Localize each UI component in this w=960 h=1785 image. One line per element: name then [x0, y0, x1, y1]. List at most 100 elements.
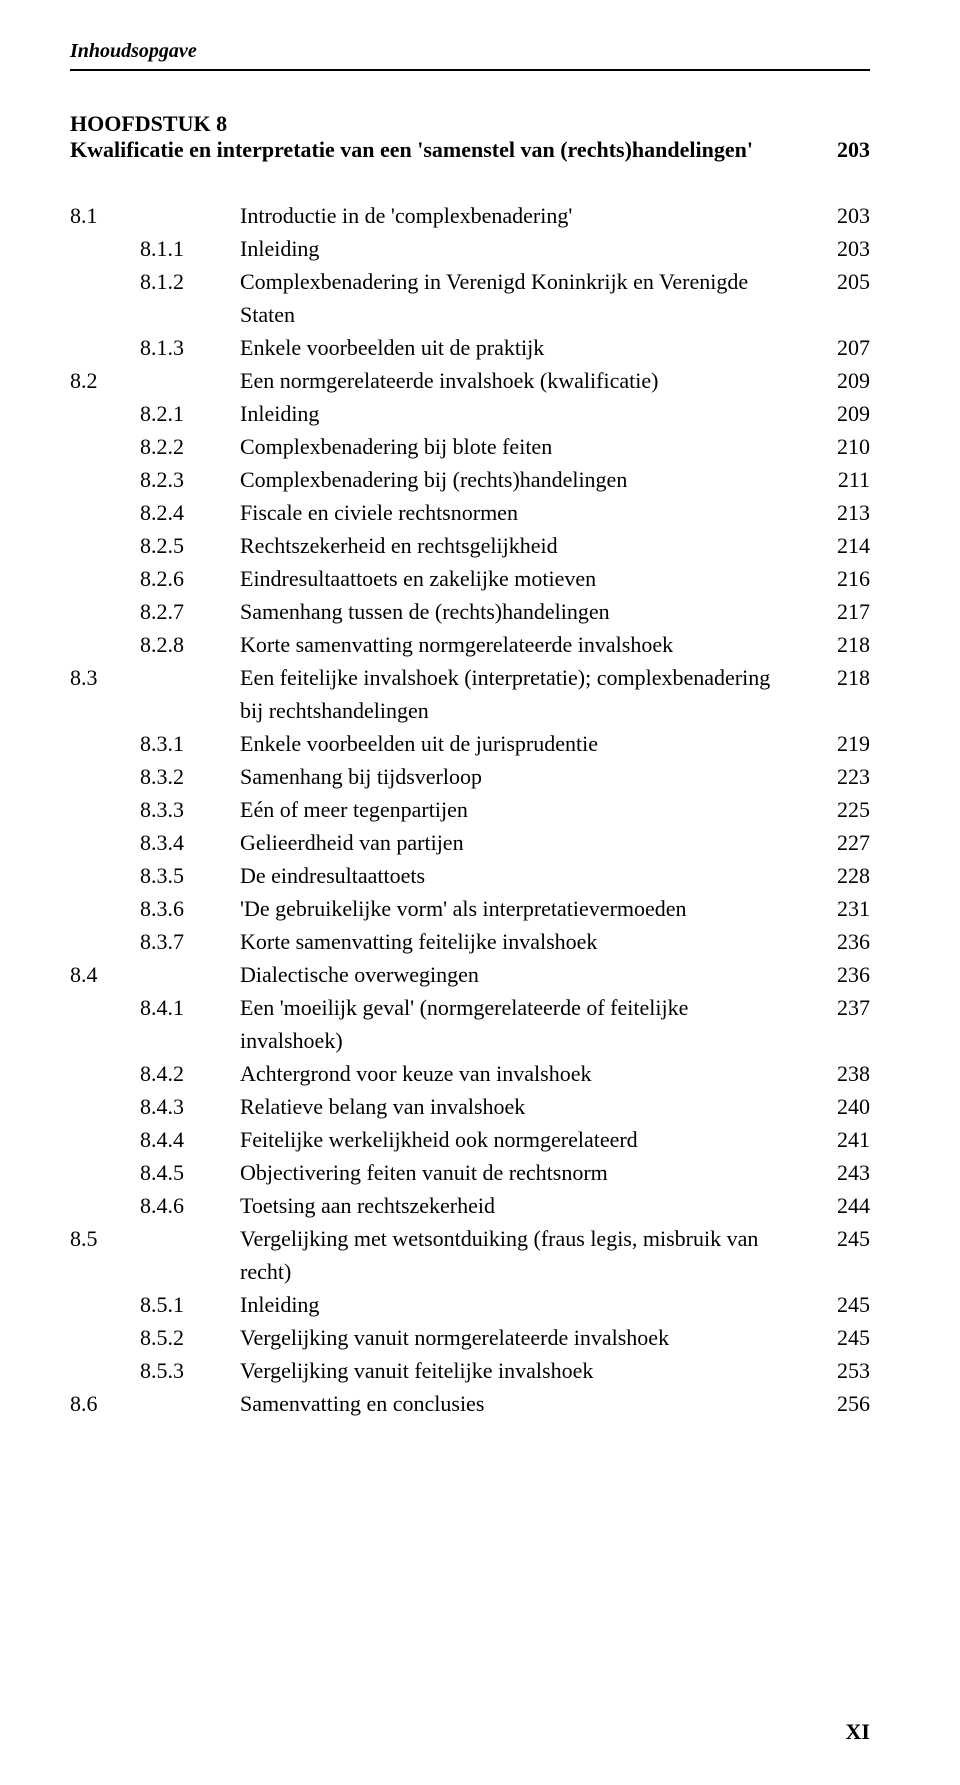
toc-text: Relatieve belang van invalshoek	[240, 1090, 810, 1123]
toc-num-level1	[70, 1288, 140, 1321]
toc-num-level2: 8.4.5	[140, 1156, 240, 1189]
toc-text: Samenhang tussen de (rechts)handelingen	[240, 595, 810, 628]
toc-num-level1	[70, 892, 140, 925]
toc-line: 8.2.3Complexbenadering bij (rechts)hande…	[70, 463, 870, 496]
toc-text: Fiscale en civiele rechtsnormen	[240, 496, 810, 529]
toc-text: Achtergrond voor keuze van invalshoek	[240, 1057, 810, 1090]
toc-line: 8.1.1Inleiding203	[70, 232, 870, 265]
toc-num-level1: 8.5	[70, 1222, 140, 1288]
toc-line: 8.2.2Complexbenadering bij blote feiten2…	[70, 430, 870, 463]
toc-num-level1	[70, 826, 140, 859]
toc-text: Complexbenadering bij blote feiten	[240, 430, 810, 463]
toc-num-level2: 8.1.2	[140, 265, 240, 331]
toc-text: Gelieerdheid van partijen	[240, 826, 810, 859]
toc-text: Eén of meer tegenpartijen	[240, 793, 810, 826]
toc-num-level1	[70, 562, 140, 595]
toc-num-level2	[140, 1222, 240, 1288]
toc-num-level2: 8.4.4	[140, 1123, 240, 1156]
toc-line: 8.4.2Achtergrond voor keuze van invalsho…	[70, 1057, 870, 1090]
toc-num-level2	[140, 199, 240, 232]
toc-line: 8.5 Vergelijking met wetsontduiking (frau…	[70, 1222, 870, 1288]
toc-page: 240	[810, 1090, 870, 1123]
toc-page: 256	[810, 1387, 870, 1420]
toc-page: 241	[810, 1123, 870, 1156]
toc-line: 8.3 Een feitelijke invalshoek (interpreta…	[70, 661, 870, 727]
toc-page: 209	[810, 364, 870, 397]
toc-page: 225	[810, 793, 870, 826]
toc-line: 8.2.4Fiscale en civiele rechtsnormen213	[70, 496, 870, 529]
toc-num-level1	[70, 595, 140, 628]
toc-line: 8.3.2Samenhang bij tijdsverloop223	[70, 760, 870, 793]
toc-line: 8.2.6Eindresultaattoets en zakelijke mot…	[70, 562, 870, 595]
toc-text: Vergelijking met wetsontduiking (fraus l…	[240, 1222, 810, 1288]
toc-page: 236	[810, 925, 870, 958]
toc-line: 8.4.5Objectivering feiten vanuit de rech…	[70, 1156, 870, 1189]
toc-text: Een normgerelateerde invalshoek (kwalifi…	[240, 364, 810, 397]
chapter-label: HOOFDSTUK 8	[70, 111, 870, 137]
toc-line: 8.2.1Inleiding209	[70, 397, 870, 430]
toc-page: 213	[810, 496, 870, 529]
toc-line: 8.5.1Inleiding245	[70, 1288, 870, 1321]
toc-line: 8.3.4Gelieerdheid van partijen227	[70, 826, 870, 859]
toc-page: 237	[810, 991, 870, 1057]
toc-page: 238	[810, 1057, 870, 1090]
toc-page: 207	[810, 331, 870, 364]
toc-line: 8.4.6Toetsing aan rechtszekerheid244	[70, 1189, 870, 1222]
toc-line: 8.3.6'De gebruikelijke vorm' als interpr…	[70, 892, 870, 925]
toc-num-level1	[70, 265, 140, 331]
toc-num-level1	[70, 1354, 140, 1387]
toc-page: 223	[810, 760, 870, 793]
toc-num-level1	[70, 1057, 140, 1090]
toc-num-level1	[70, 859, 140, 892]
toc-num-level2: 8.1.3	[140, 331, 240, 364]
toc-num-level2: 8.2.1	[140, 397, 240, 430]
toc-num-level1	[70, 991, 140, 1057]
toc-num-level2: 8.2.5	[140, 529, 240, 562]
toc-body: 8.1Introductie in de 'complexbenadering'…	[70, 199, 870, 1420]
toc-num-level2: 8.5.3	[140, 1354, 240, 1387]
toc-text: Vergelijking vanuit feitelijke invalshoe…	[240, 1354, 810, 1387]
toc-page: 210	[810, 430, 870, 463]
toc-page: 231	[810, 892, 870, 925]
footer-page-number: XI	[846, 1719, 870, 1745]
toc-page: 211	[810, 463, 870, 496]
toc-num-level1: 8.6	[70, 1387, 140, 1420]
toc-num-level1	[70, 1189, 140, 1222]
toc-text: Introductie in de 'complexbenadering'	[240, 199, 810, 232]
toc-num-level2	[140, 1387, 240, 1420]
toc-text: Objectivering feiten vanuit de rechtsnor…	[240, 1156, 810, 1189]
toc-line: 8.4.1Een 'moeilijk geval' (normgerelatee…	[70, 991, 870, 1057]
toc-num-level1	[70, 397, 140, 430]
toc-text: Enkele voorbeelden uit de jurisprudentie	[240, 727, 810, 760]
toc-line: 8.1.3Enkele voorbeelden uit de praktijk2…	[70, 331, 870, 364]
toc-line: 8.4Dialectische overwegingen236	[70, 958, 870, 991]
toc-page: 205	[810, 265, 870, 331]
toc-num-level2: 8.4.2	[140, 1057, 240, 1090]
toc-num-level2: 8.4.1	[140, 991, 240, 1057]
toc-text: Eindresultaattoets en zakelijke motieven	[240, 562, 810, 595]
chapter-title-block: HOOFDSTUK 8 Kwalificatie en interpretati…	[70, 111, 870, 163]
toc-num-level2: 8.2.4	[140, 496, 240, 529]
toc-text: Feitelijke werkelijkheid ook normgerelat…	[240, 1123, 810, 1156]
toc-line: 8.1Introductie in de 'complexbenadering'…	[70, 199, 870, 232]
toc-num-level1	[70, 1090, 140, 1123]
toc-num-level2: 8.5.1	[140, 1288, 240, 1321]
toc-text: Samenvatting en conclusies	[240, 1387, 810, 1420]
toc-num-level1: 8.3	[70, 661, 140, 727]
toc-page: 244	[810, 1189, 870, 1222]
toc-num-level2: 8.2.3	[140, 463, 240, 496]
toc-line: 8.4.4Feitelijke werkelijkheid ook normge…	[70, 1123, 870, 1156]
toc-text: Korte samenvatting feitelijke invalshoek	[240, 925, 810, 958]
toc-num-level1	[70, 1321, 140, 1354]
toc-line: 8.2.7Samenhang tussen de (rechts)handeli…	[70, 595, 870, 628]
toc-num-level2: 8.3.2	[140, 760, 240, 793]
toc-text: Een feitelijke invalshoek (interpretatie…	[240, 661, 810, 727]
toc-line: 8.5.2Vergelijking vanuit normgerelateerd…	[70, 1321, 870, 1354]
toc-text: Korte samenvatting normgerelateerde inva…	[240, 628, 810, 661]
toc-page: 218	[810, 628, 870, 661]
toc-text: 'De gebruikelijke vorm' als interpretati…	[240, 892, 810, 925]
toc-num-level2: 8.4.6	[140, 1189, 240, 1222]
toc-num-level1	[70, 925, 140, 958]
toc-page: 209	[810, 397, 870, 430]
toc-page: 245	[810, 1321, 870, 1354]
